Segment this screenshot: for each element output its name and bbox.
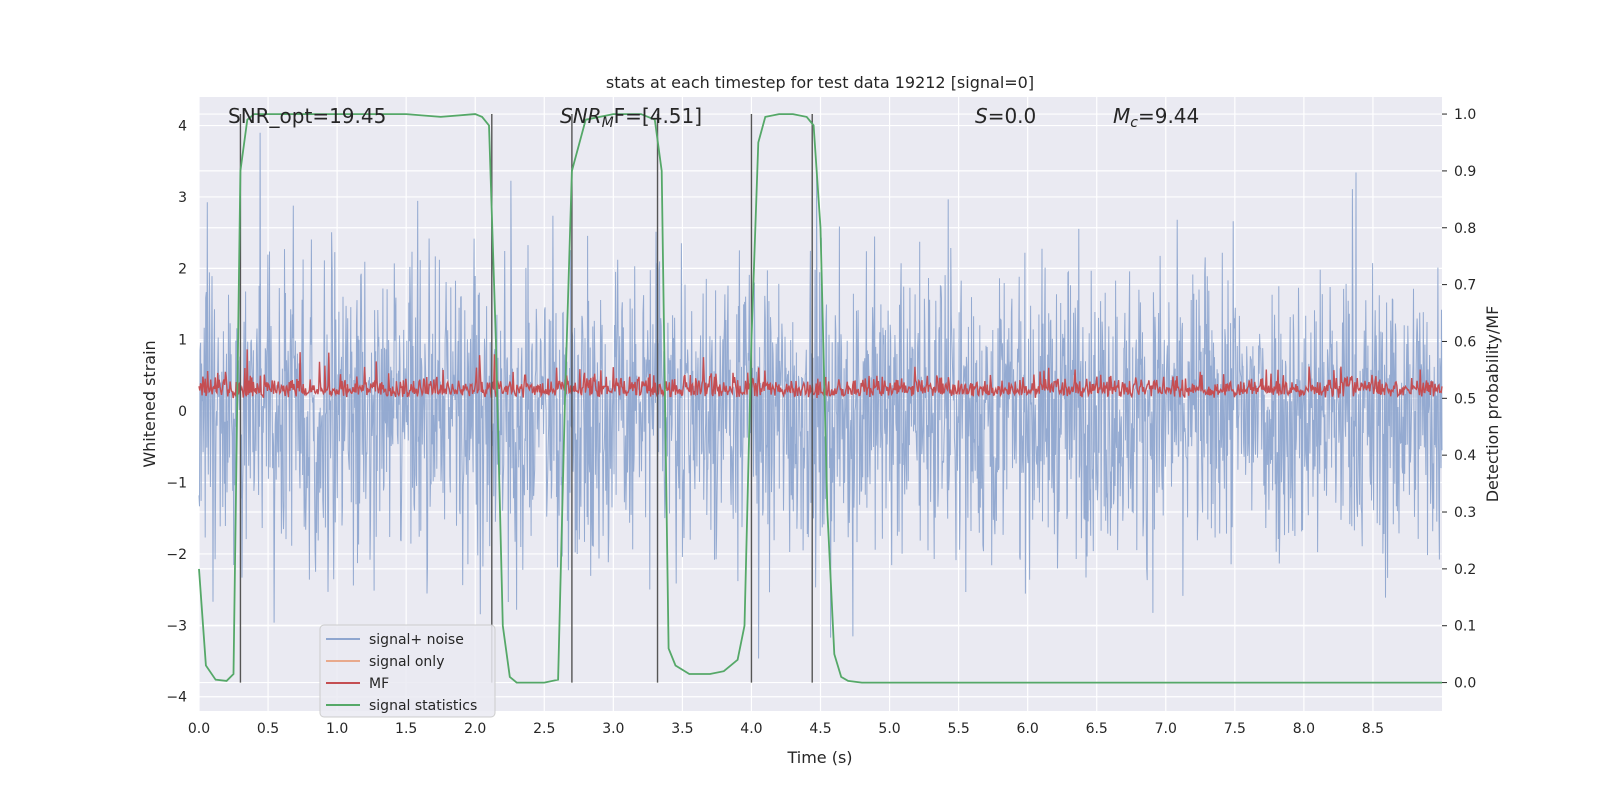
y-right-tick-label: 0.8 <box>1454 221 1476 237</box>
x-tick-label: 3.5 <box>671 721 693 737</box>
y-right-tick-labels: 0.0 0.1 0.2 0.3 0.4 0.5 0.6 0.7 0.8 0.9 1.0 <box>1442 107 1476 692</box>
data-layer <box>198 113 1443 684</box>
x-tick-label: 0.5 <box>257 721 279 737</box>
x-tick-label: 2.0 <box>464 721 486 737</box>
annotation-s-symbol: S <box>975 104 988 128</box>
series-signal-statistics <box>198 113 1442 684</box>
annotation-mc-symbol: M <box>1113 104 1130 128</box>
y-right-tick-label: 0.1 <box>1454 619 1476 635</box>
legend-label-statistics: signal statistics <box>369 698 477 714</box>
y-left-tick-label: −4 <box>166 690 187 706</box>
annotation-snr-opt: SNR_opt=19.45 <box>228 104 386 128</box>
x-tick-label: 6.0 <box>1017 721 1039 737</box>
y-left-tick-label: −2 <box>166 547 187 563</box>
x-tick-labels: 0.0 0.5 1.0 1.5 2.0 2.5 3.0 3.5 4.0 4.5 5.0 5.5 6.0 6… <box>188 721 1384 737</box>
x-tick-label: 3.0 <box>602 721 624 737</box>
annotation-snr-mf: SNRMF=[4.51] <box>560 104 702 131</box>
series-mf <box>198 349 1443 399</box>
legend-label-signal-only: signal only <box>369 654 444 670</box>
x-tick-label: 1.5 <box>395 721 417 737</box>
y-right-tick-label: 0.2 <box>1454 562 1476 578</box>
x-tick-label: 7.5 <box>1224 721 1246 737</box>
x-tick-label: 6.5 <box>1086 721 1108 737</box>
annotation-mc: Mc=9.44 <box>1113 104 1199 131</box>
chart-title: stats at each timestep for test data 192… <box>606 73 1034 92</box>
annotation-s: S=0.0 <box>975 104 1036 128</box>
x-tick-label: 5.0 <box>878 721 900 737</box>
x-tick-label: 7.0 <box>1155 721 1177 737</box>
x-tick-label: 4.0 <box>740 721 762 737</box>
y-left-axis-label: Whitened strain <box>140 340 159 467</box>
legend-label-mf: MF <box>369 676 389 692</box>
y-left-tick-labels: −4 −3 −2 −1 0 1 2 3 4 <box>166 119 187 706</box>
annotation-snr-mf-value: F=[4.51] <box>614 104 702 128</box>
y-right-tick-label: 0.3 <box>1454 505 1476 521</box>
x-axis-label: Time (s) <box>786 748 852 767</box>
annotation-mc-subscript: c <box>1130 115 1138 131</box>
y-left-tick-label: 3 <box>178 190 187 206</box>
legend-box <box>319 624 496 718</box>
y-right-tick-label: 0.7 <box>1454 278 1476 294</box>
annotation-snr-mf-subscript: M <box>602 115 614 131</box>
legend-label-signal-noise: signal+ noise <box>369 632 464 648</box>
y-left-tick-label: 1 <box>178 333 187 349</box>
y-right-tick-label: 0.0 <box>1454 676 1476 692</box>
x-tick-label: 4.5 <box>809 721 831 737</box>
y-left-tick-label: −3 <box>166 618 187 634</box>
y-left-tick-label: 2 <box>178 261 187 277</box>
x-tick-label: 0.0 <box>188 721 210 737</box>
legend: signal+ noise signal only MF signal stat… <box>319 624 496 718</box>
series-signal-noise <box>198 132 1443 659</box>
y-right-tick-label: 0.9 <box>1454 164 1476 180</box>
x-tick-label: 8.5 <box>1362 721 1384 737</box>
y-right-tick-label: 1.0 <box>1454 107 1476 123</box>
annotation-mc-value: =9.44 <box>1138 104 1199 128</box>
x-tick-label: 8.0 <box>1293 721 1315 737</box>
y-right-tick-label: 0.4 <box>1454 448 1476 464</box>
y-left-tick-label: −1 <box>166 476 187 492</box>
x-tick-label: 1.0 <box>326 721 348 737</box>
y-right-tick-label: 0.6 <box>1454 334 1476 350</box>
y-right-axis-label: Detection probability/MF <box>1483 306 1502 503</box>
annotation-snr-mf-symbol: SNR <box>560 104 602 128</box>
x-tick-label: 2.5 <box>533 721 555 737</box>
annotation-s-value: =0.0 <box>988 104 1037 128</box>
y-left-tick-label: 0 <box>178 404 187 420</box>
x-tick-label: 5.5 <box>947 721 969 737</box>
y-left-tick-label: 4 <box>178 119 187 135</box>
y-right-tick-label: 0.5 <box>1454 391 1476 407</box>
